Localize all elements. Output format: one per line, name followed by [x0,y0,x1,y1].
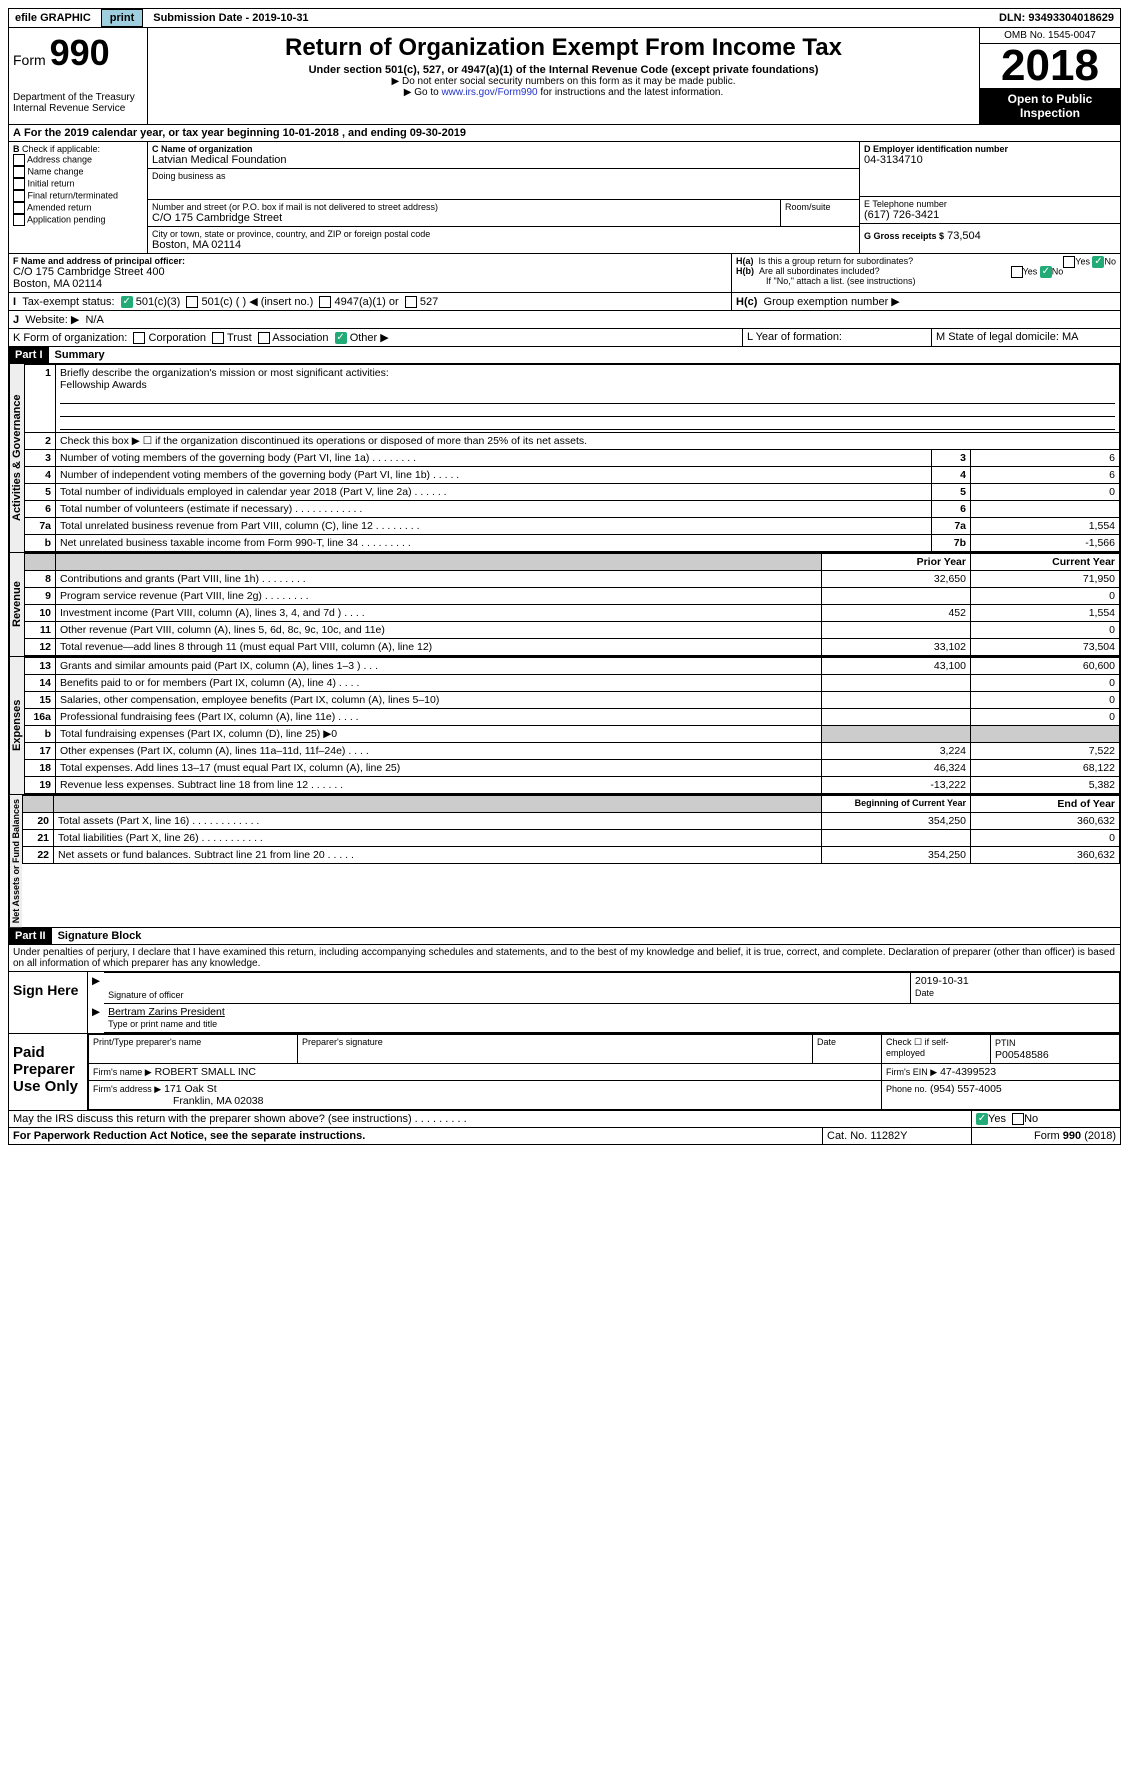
side-expenses: Expenses [9,657,24,794]
firm-ein: 47-4399523 [940,1066,996,1078]
efile-label: efile GRAPHIC [9,10,97,26]
part2-bar: Part II [9,928,52,944]
phone: (617) 726-3421 [864,209,1116,221]
side-governance: Activities & Governance [9,364,24,552]
ptin: P00548586 [995,1049,1049,1061]
side-netassets: Net Assets or Fund Balances [9,795,22,927]
top-toolbar: efile GRAPHIC print Submission Date - 20… [8,8,1121,28]
ssn-note: ▶ Do not enter social security numbers o… [152,76,975,87]
form-version: Form 990 (2018) [972,1128,1120,1144]
firm-addr: 171 Oak St [164,1083,217,1095]
box-b: B Check if applicable: Address change Na… [9,142,148,253]
website: N/A [85,314,103,326]
dept-label: Department of the Treasury Internal Reve… [13,92,143,114]
c-name-label: C Name of organization [152,144,855,154]
org-city: Boston, MA 02114 [152,239,855,251]
officer: C/O 175 Cambridge Street 400 Boston, MA … [13,266,727,290]
form-subtitle: Under section 501(c), 527, or 4947(a)(1)… [152,64,975,76]
org-name: Latvian Medical Foundation [152,154,855,166]
line-a: A For the 2019 calendar year, or tax yea… [9,125,1120,141]
open-public-badge: Open to Public Inspection [980,88,1120,124]
side-revenue: Revenue [9,553,24,656]
sign-here-label: Sign Here [9,972,88,1033]
org-address: C/O 175 Cambridge Street [152,212,776,224]
paid-preparer-label: Paid Preparer Use Only [9,1034,88,1110]
mission: Fellowship Awards [60,379,147,391]
firm-name: ROBERT SMALL INC [155,1066,256,1078]
part1-bar: Part I [9,347,49,363]
submission-label: Submission Date - 2019-10-31 [147,10,314,26]
ein: 04-3134710 [864,154,1116,166]
instructions-link[interactable]: www.irs.gov/Form990 [441,87,537,98]
officer-name: Bertram Zarins President [108,1006,225,1018]
perjury-decl: Under penalties of perjury, I declare th… [8,945,1121,972]
dba-label: Doing business as [152,171,855,181]
dln-label: DLN: 93493304018629 [993,10,1120,26]
form-title: Return of Organization Exempt From Incom… [152,34,975,62]
form-header: Form 990 Department of the Treasury Inte… [8,28,1121,125]
print-button[interactable]: print [101,9,143,27]
firm-phone: (954) 557-4005 [930,1083,1002,1095]
goto-note: ▶ Go to www.irs.gov/Form990 for instruct… [152,87,975,98]
form-number: Form 990 [13,32,143,74]
gross-receipts: 73,504 [947,230,981,242]
tax-year: 2018 [980,44,1120,88]
